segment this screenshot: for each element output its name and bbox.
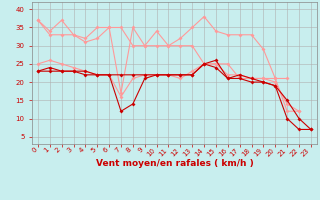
X-axis label: Vent moyen/en rafales ( km/h ): Vent moyen/en rafales ( km/h ) — [96, 159, 253, 168]
